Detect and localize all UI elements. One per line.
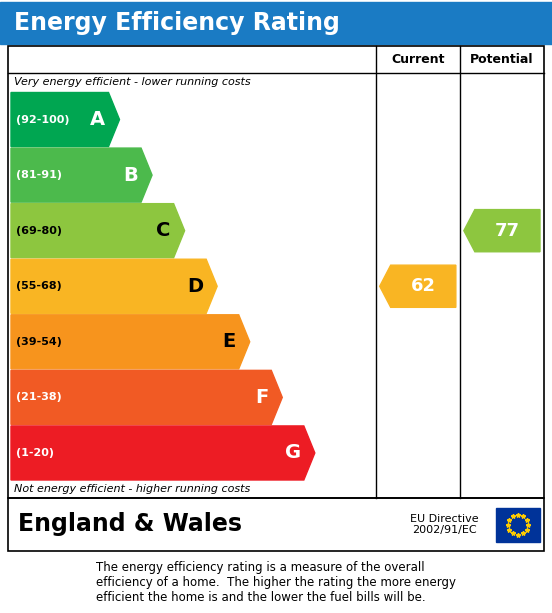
Text: E: E: [222, 332, 236, 351]
Text: Very energy efficient - lower running costs: Very energy efficient - lower running co…: [14, 77, 251, 87]
Text: C: C: [156, 221, 171, 240]
Bar: [8, 498, 544, 551]
Text: 62: 62: [411, 277, 436, 295]
Text: England & Wales: England & Wales: [18, 512, 242, 536]
Text: Current: Current: [391, 53, 444, 66]
Text: Energy Efficiency Rating: Energy Efficiency Rating: [14, 11, 340, 35]
Text: (1-20): (1-20): [16, 448, 54, 458]
Text: B: B: [123, 166, 138, 185]
Text: (55-68): (55-68): [16, 281, 62, 291]
Polygon shape: [11, 93, 120, 147]
Text: (92-100): (92-100): [16, 115, 70, 124]
Text: (81-91): (81-91): [16, 170, 62, 180]
Text: F: F: [255, 388, 268, 407]
Bar: [496, 508, 540, 541]
Text: Not energy efficient - higher running costs: Not energy efficient - higher running co…: [14, 484, 250, 494]
Polygon shape: [11, 259, 217, 313]
Text: D: D: [187, 276, 203, 295]
Polygon shape: [11, 315, 250, 369]
Polygon shape: [11, 370, 282, 424]
Text: (21-38): (21-38): [16, 392, 62, 402]
Text: EU Directive
2002/91/EC: EU Directive 2002/91/EC: [410, 514, 479, 535]
Text: Potential: Potential: [470, 53, 534, 66]
Text: G: G: [285, 443, 301, 462]
Polygon shape: [464, 210, 540, 252]
Bar: [0, 2, 552, 44]
Polygon shape: [11, 148, 152, 202]
Text: (39-54): (39-54): [16, 337, 62, 347]
Text: A: A: [91, 110, 105, 129]
Polygon shape: [11, 426, 315, 480]
Text: The energy efficiency rating is a measure of the overall
efficiency of a home.  : The energy efficiency rating is a measur…: [96, 561, 456, 604]
Text: (69-80): (69-80): [16, 226, 62, 235]
Polygon shape: [11, 204, 184, 257]
Polygon shape: [380, 265, 456, 307]
Text: 77: 77: [495, 222, 520, 240]
Bar: [8, 46, 544, 498]
